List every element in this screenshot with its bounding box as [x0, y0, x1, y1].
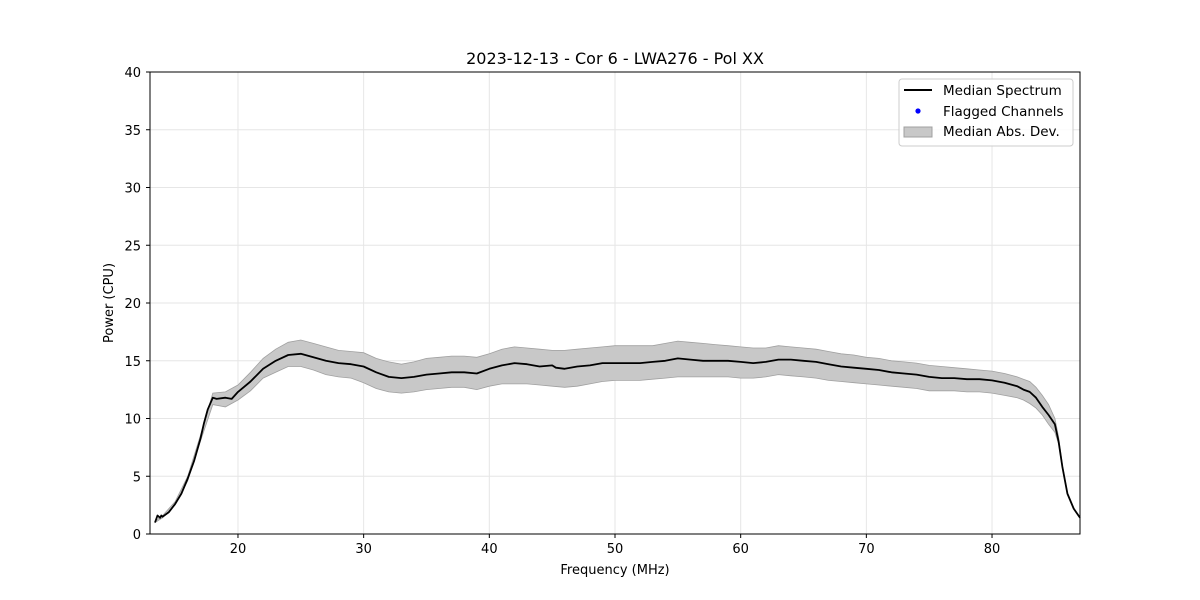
- median-spectrum-line: [154, 352, 1081, 523]
- x-ticks: 20 30 40 50 60 70 80: [230, 534, 1001, 557]
- y-tick-label: 40: [124, 66, 141, 81]
- x-axis-label: Frequency (MHz): [560, 563, 669, 578]
- y-tick-label: 0: [133, 528, 141, 543]
- y-tick-label: 5: [133, 470, 141, 485]
- legend-box: [898, 78, 1074, 147]
- y-tick-label: 30: [124, 182, 141, 197]
- x-tick-label: 30: [355, 542, 372, 557]
- y-tick-label: 35: [124, 124, 141, 139]
- x-tick-label: 50: [607, 542, 624, 557]
- y-tick-label: 15: [124, 355, 141, 370]
- x-tick-label: 40: [481, 542, 498, 557]
- legend: Median Spectrum Flagged Channels Median …: [898, 78, 1074, 147]
- median-line: [154, 352, 1081, 523]
- y-axis-label: Power (CPU): [102, 263, 117, 343]
- y-tick-label: 20: [124, 297, 141, 312]
- y-tick-label: 10: [124, 413, 141, 428]
- x-tick-label: 60: [732, 542, 749, 557]
- legend-mad-label: Median Abs. Dev.: [943, 124, 1060, 140]
- y-tick-label: 25: [124, 239, 141, 254]
- chart-title: 2023-12-13 - Cor 6 - LWA276 - Pol XX: [466, 49, 764, 68]
- legend-flagged-swatch: [915, 108, 921, 114]
- legend-mad-swatch: [903, 126, 933, 138]
- legend-median-label: Median Spectrum: [943, 83, 1062, 99]
- x-tick-label: 20: [230, 542, 247, 557]
- legend-flagged-label: Flagged Channels: [943, 104, 1064, 120]
- y-ticks: 0 5 10 15 20 25 30 35 40: [124, 66, 150, 543]
- x-tick-label: 80: [984, 542, 1001, 557]
- x-tick-label: 70: [858, 542, 875, 557]
